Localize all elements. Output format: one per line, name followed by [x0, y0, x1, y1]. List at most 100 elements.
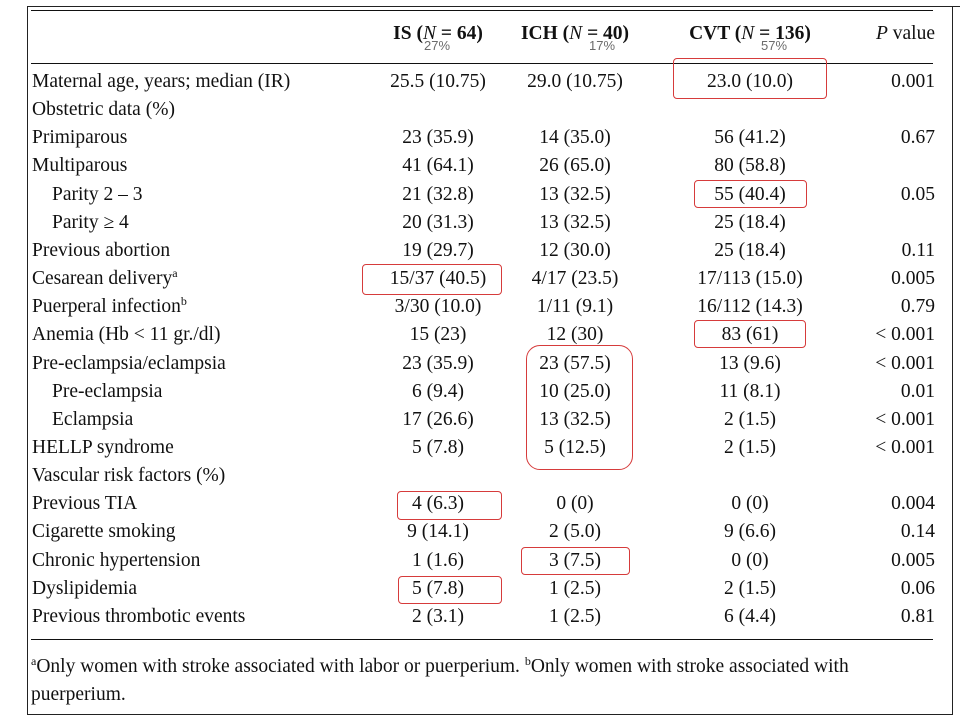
cell-is: 17 (26.6) — [402, 409, 474, 430]
row-label: Eclampsia — [52, 409, 134, 430]
cell-p: 0.004 — [891, 493, 935, 514]
row-label: Obstetric data (%) — [32, 99, 175, 120]
row-label: Anemia (Hb < 11 gr./dl) — [32, 324, 221, 345]
cell-p: 0.001 — [891, 71, 935, 92]
cell-is: 1 (1.6) — [412, 550, 464, 571]
cell-cvt: 16/112 (14.3) — [697, 296, 803, 317]
header-p-value: P value — [875, 23, 935, 44]
row-label: Maternal age, years; median (IR) — [32, 71, 291, 92]
table-bottom-rule — [31, 639, 933, 640]
row-label: Previous TIA — [32, 493, 138, 514]
cell-p: < 0.001 — [875, 353, 935, 374]
cell-ich: 13 (32.5) — [539, 212, 611, 233]
cell-is: 21 (32.8) — [402, 184, 474, 205]
cell-is: 23 (35.9) — [402, 127, 474, 148]
row-label: Vascular risk factors (%) — [32, 465, 226, 486]
cell-is: 19 (29.7) — [402, 240, 474, 261]
cell-ich: 2 (5.0) — [549, 521, 601, 542]
percent-overlay-is: 27% — [424, 38, 451, 53]
cell-ich: 10 (25.0) — [539, 381, 611, 402]
highlight-box-anemia-cvt — [694, 320, 806, 348]
cell-cvt: 55 (40.4) — [714, 184, 786, 205]
highlight-box-preeclampsia-ich — [526, 345, 633, 470]
table-footnote: aOnly women with stroke associated with … — [31, 654, 849, 705]
header-cvt: CVT (N = 136) — [689, 23, 811, 44]
cell-cvt: 83 (61) — [721, 324, 779, 345]
table-top-rule — [31, 10, 933, 11]
cell-is: 15 (23) — [409, 324, 467, 345]
cell-is: 5 (7.8) — [412, 578, 464, 599]
cell-cvt: 11 (8.1) — [719, 381, 781, 402]
row-label: Primiparous — [32, 127, 128, 148]
cell-p: 0.14 — [900, 521, 935, 542]
row-label: HELLP syndrome — [32, 437, 174, 458]
cell-is: 4 (6.3) — [412, 493, 464, 514]
highlight-box-tia-is — [397, 491, 502, 520]
cell-ich: 29.0 (10.75) — [527, 71, 623, 92]
cell-ich: 12 (30.0) — [539, 240, 611, 261]
cell-ich: 5 (12.5) — [544, 437, 606, 458]
cell-cvt: 56 (41.2) — [714, 127, 786, 148]
row-label: Cesarean deliverya — [32, 266, 178, 289]
percent-overlay-cvt: 57% — [761, 38, 788, 53]
row-label: Cigarette smoking — [32, 521, 176, 542]
cell-ich: 14 (35.0) — [539, 127, 611, 148]
cell-ich: 12 (30) — [546, 324, 604, 345]
cell-ich: 1/11 (9.1) — [536, 296, 614, 317]
cell-cvt: 0 (0) — [731, 493, 769, 514]
cell-is: 2 (3.1) — [412, 606, 464, 627]
cell-cvt: 13 (9.6) — [719, 353, 781, 374]
page-frame-left — [27, 6, 28, 714]
cell-p: < 0.001 — [875, 409, 935, 430]
cell-ich: 26 (65.0) — [539, 155, 611, 176]
cell-p: 0.67 — [900, 127, 935, 148]
percent-overlay-ich: 17% — [589, 38, 616, 53]
row-label: Chronic hypertension — [32, 550, 201, 571]
cell-cvt: 80 (58.8) — [714, 155, 786, 176]
cell-p: 0.11 — [901, 240, 935, 261]
cell-p: 0.005 — [891, 550, 935, 571]
row-label: Previous thrombotic events — [32, 606, 246, 627]
cell-is: 41 (64.1) — [402, 155, 474, 176]
cell-cvt: 25 (18.4) — [714, 240, 786, 261]
cell-p: 0.81 — [900, 606, 935, 627]
row-label: Dyslipidemia — [32, 578, 138, 599]
cell-is: 5 (7.8) — [412, 437, 464, 458]
cell-cvt: 23.0 (10.0) — [706, 71, 794, 92]
cell-cvt: 17/113 (15.0) — [697, 268, 803, 289]
cell-p: < 0.001 — [875, 324, 935, 345]
cell-ich: 1 (2.5) — [549, 578, 601, 599]
cell-p: 0.79 — [900, 296, 935, 317]
highlight-box-dyslipidemia-is — [398, 576, 502, 604]
row-label: Parity 2 – 3 — [52, 184, 143, 205]
row-label: Parity ≥ 4 — [52, 212, 129, 233]
cell-is: 9 (14.1) — [407, 521, 469, 542]
cell-p: < 0.001 — [875, 437, 935, 458]
cell-is: 25.5 (10.75) — [390, 71, 486, 92]
cell-is: 15/37 (40.5) — [389, 268, 487, 289]
cell-cvt: 2 (1.5) — [724, 578, 776, 599]
cell-cvt: 2 (1.5) — [724, 437, 776, 458]
cell-ich: 13 (32.5) — [539, 409, 611, 430]
cell-ich: 4/17 (23.5) — [531, 268, 619, 289]
cell-cvt: 25 (18.4) — [714, 212, 786, 233]
row-label: Previous abortion — [32, 240, 171, 261]
table-header-rule — [31, 63, 933, 64]
cell-p: 0.06 — [900, 578, 935, 599]
page-frame-right — [952, 6, 953, 714]
page-frame-bottom — [27, 714, 953, 715]
cell-ich: 23 (57.5) — [539, 353, 611, 374]
cell-is: 6 (9.4) — [412, 381, 464, 402]
cell-ich: 3 (7.5) — [549, 550, 601, 571]
row-label: Pre-eclampsia/eclampsia — [32, 353, 226, 374]
highlight-box-parity-cvt — [694, 180, 807, 208]
cell-cvt: 0 (0) — [731, 550, 769, 571]
highlight-box-hypertension-ich — [521, 547, 630, 575]
header-is: IS (N = 64) — [393, 23, 483, 44]
cell-is: 3/30 (10.0) — [394, 296, 482, 317]
header-ich: ICH (N = 40) — [520, 23, 630, 44]
cell-ich: 0 (0) — [556, 493, 594, 514]
cell-is: 20 (31.3) — [402, 212, 474, 233]
highlight-box-maternal-age-cvt — [673, 58, 827, 99]
cell-cvt: 2 (1.5) — [724, 409, 776, 430]
